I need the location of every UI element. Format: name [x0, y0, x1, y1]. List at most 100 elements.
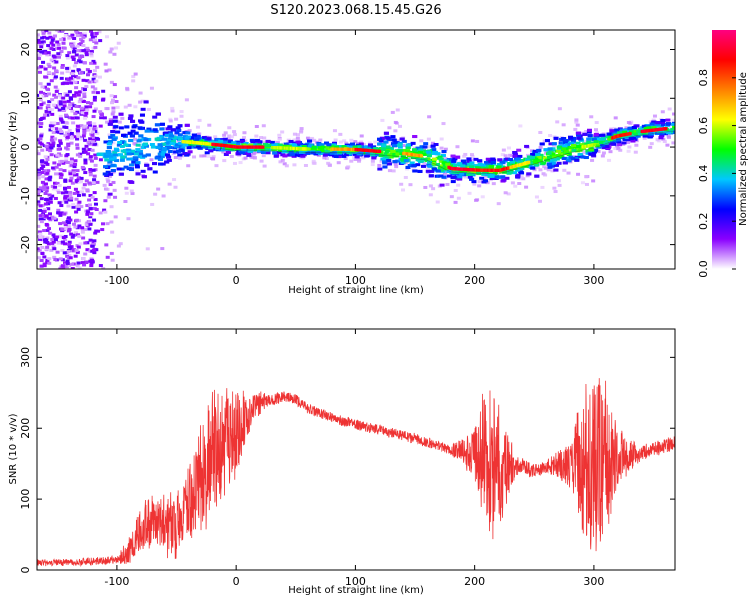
spectrogram-cell	[586, 137, 592, 141]
snr-y-axis-title: SNR (10 * v/v)	[8, 413, 19, 484]
spectrogram-cell	[628, 133, 634, 137]
spectrogram-cell	[45, 228, 50, 232]
spectrogram-cell	[584, 142, 590, 146]
spectrogram-cell	[631, 126, 637, 130]
spectrogram-cell	[488, 159, 494, 163]
spectrogram-cell	[651, 120, 657, 124]
spectrogram-cell	[74, 104, 79, 108]
spectrogram-cell	[75, 143, 80, 147]
spectrogram-cell	[455, 155, 461, 159]
spectrogram-cell	[344, 141, 349, 145]
spectrogram-cell	[322, 153, 328, 157]
spectrogram-cell	[149, 86, 154, 90]
spectrogram-cell	[477, 184, 482, 188]
spectrogram-cell	[55, 122, 60, 126]
spectrogram-cell	[93, 202, 98, 206]
spectrogram-cell	[299, 129, 304, 133]
spectrogram-cell	[405, 145, 411, 149]
spectrogram-cell	[452, 157, 458, 161]
spectrogram-cell	[543, 163, 548, 167]
spectrogram-cell	[361, 156, 366, 160]
spectrogram-cell	[562, 140, 568, 144]
spectrogram-cell	[388, 155, 394, 159]
spectrogram-cell	[353, 157, 358, 161]
spectrogram-cell	[622, 137, 628, 141]
spectrogram-cell	[242, 131, 247, 135]
spectrogram-cell	[659, 132, 665, 136]
spectrogram-cell	[566, 153, 572, 157]
spectrogram-cell	[314, 145, 320, 149]
spectrogram-cell	[450, 180, 456, 184]
spectrogram-cell	[435, 152, 441, 156]
spectrogram-cell	[550, 147, 556, 151]
spectrogram-cell	[37, 188, 41, 192]
spectrogram-cell	[111, 106, 116, 110]
spectrogram-cell	[73, 225, 78, 229]
spectrogram-cell	[411, 148, 417, 152]
spectrogram-cell	[552, 135, 557, 139]
spectrogram-cell	[477, 162, 483, 166]
spectrogram-cell	[39, 90, 44, 94]
spectrogram-cell	[52, 66, 57, 70]
spectrogram-cell	[74, 210, 79, 214]
spectrogram-cell	[227, 140, 233, 144]
spectrogram-cell	[65, 56, 70, 60]
spectrogram-cell	[535, 153, 541, 157]
spectrogram-cell	[92, 191, 97, 195]
spectrogram-cell	[570, 139, 576, 143]
spectrogram-cell	[37, 93, 40, 97]
spectrogram-cell	[61, 106, 66, 110]
spectrogram-cell	[612, 126, 617, 130]
spectrogram-cell	[52, 137, 57, 141]
spectrogram-cell	[133, 131, 139, 135]
spectrogram-cell	[77, 234, 82, 238]
spectrogram-cell	[390, 142, 396, 146]
spectrogram-cell	[85, 108, 90, 112]
spectrogram-cell	[364, 154, 370, 158]
spectrogram-cell	[483, 179, 489, 183]
spectrogram-cell	[42, 187, 47, 191]
spectrogram-cell	[601, 151, 606, 155]
spectrogram-cell	[571, 136, 577, 140]
spectrogram-cell	[475, 139, 480, 143]
spectrogram-cell	[65, 135, 70, 139]
spectrogram-cell	[273, 140, 278, 144]
spectrogram-cell	[524, 163, 530, 167]
spectrogram-cell	[56, 147, 61, 151]
spectrogram-cell	[161, 194, 166, 198]
spectrogram-cell	[103, 154, 109, 158]
spectrogram-cell	[553, 168, 559, 172]
spectrogram-cell	[38, 82, 43, 86]
spectrogram-cell	[494, 175, 500, 179]
spectrogram-cell	[271, 143, 277, 147]
spectrogram-cell	[348, 145, 354, 149]
spectrogram-cell	[354, 155, 360, 159]
spectrogram-cell	[222, 140, 228, 144]
spectrogram-cell	[137, 149, 143, 153]
spectrogram-cell	[324, 156, 329, 160]
spectrogram-cell	[37, 168, 42, 172]
spectrogram-cell	[74, 30, 79, 33]
spectrogram-cell	[627, 127, 633, 131]
spectrogram-cell	[368, 151, 374, 155]
spectrogram-cell	[68, 256, 73, 260]
spectrogram-cell	[166, 155, 172, 159]
spectrogram-cell	[556, 149, 562, 153]
spectrogram-cell	[393, 129, 398, 133]
spectrogram-cell	[76, 176, 81, 180]
spectrogram-cell	[108, 50, 113, 54]
spectrogram-cell	[44, 197, 49, 201]
spectrogram-cell	[501, 148, 506, 152]
spectrogram-cell	[92, 61, 97, 65]
spectrogram-cell	[104, 243, 109, 247]
spectrogram-cell	[80, 230, 85, 234]
spectrogram-cell	[40, 245, 45, 249]
spectrogram-cell	[456, 196, 461, 200]
spectrogram-cell	[491, 162, 497, 166]
spectrogram-cell	[615, 138, 621, 142]
spectrogram-cell	[550, 161, 556, 165]
spectrogram-cell	[579, 143, 585, 147]
spectrogram-x-tick-label: -100	[104, 274, 129, 287]
spectrogram-cell	[47, 100, 52, 104]
spectrogram-cell	[252, 155, 257, 159]
